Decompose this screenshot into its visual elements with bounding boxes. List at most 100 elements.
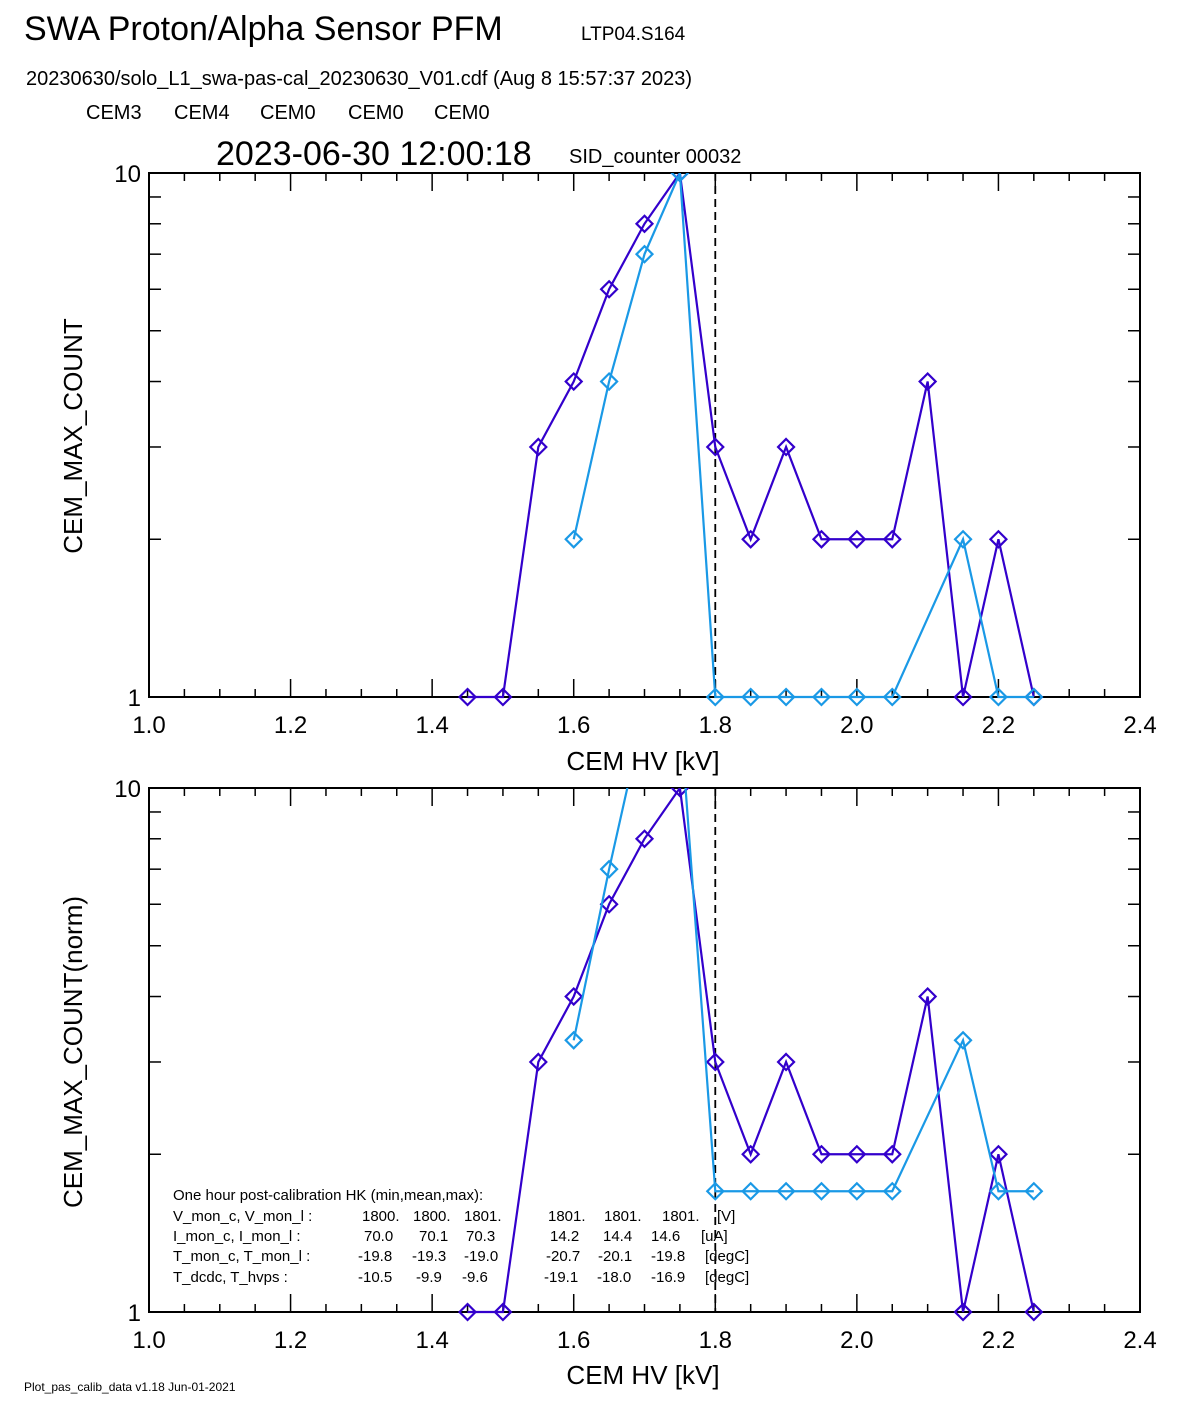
- data-point-cem4: [705, 1181, 725, 1201]
- hk-c-mean: -9.9: [416, 1269, 442, 1286]
- data-point-cem4: [564, 1030, 584, 1050]
- data-point-cem3: [988, 1144, 1008, 1164]
- data-point-cem4: [1024, 687, 1044, 707]
- data-point-cem4: [705, 687, 725, 707]
- hk-unit: [uA]: [701, 1228, 728, 1245]
- hk-c-max: 1801.: [464, 1208, 502, 1225]
- data-point-cem4: [599, 859, 619, 879]
- hk-l-max: -19.8: [651, 1248, 685, 1265]
- model-label: LTP04.S164: [581, 24, 686, 45]
- plot-panel-1: 1.0 1.2 1.4 1.6 1.8 2.0 2.2 2.4 1 10 CEM HV [kV]…: [58, 161, 1157, 776]
- data-point-cem3: [918, 371, 938, 392]
- x-tick-label: 1.6: [557, 712, 590, 739]
- plot-panel-2: 1.0 1.2 1.4 1.6 1.8 2.0 2.2 2.4 1 10 CEM HV [kV]…: [58, 703, 1157, 1390]
- data-point-cem4: [564, 529, 584, 549]
- y-tick-label: 1: [128, 685, 141, 712]
- hk-l-max: 1801.: [662, 1208, 700, 1225]
- hk-l-mean: 1801.: [604, 1208, 642, 1225]
- x-tick-label: 1.0: [132, 712, 165, 739]
- data-point-cem4: [953, 1030, 973, 1050]
- x-tick-label: 1.2: [274, 712, 307, 739]
- hk-row-3: T_dcdc, T_hvps : -10.5 -9.9 -9.6 -19.1 -…: [173, 1269, 749, 1286]
- legend-entry-cem3: CEM3: [86, 102, 142, 124]
- data-point-cem3: [564, 371, 584, 392]
- data-point-cem3: [634, 829, 655, 849]
- series-line-cem3: [467, 788, 1035, 1314]
- hk-c-min: -19.8: [358, 1248, 392, 1265]
- data-point-cem4: [670, 173, 690, 183]
- y-tick-label: 10: [114, 161, 141, 188]
- x-tick-label: 2.4: [1123, 1327, 1156, 1354]
- data-point-cem3: [918, 986, 938, 1007]
- hk-row-label: I_mon_c, I_mon_l :: [173, 1228, 301, 1245]
- data-point-cem4: [599, 371, 619, 392]
- hk-row-0: V_mon_c, V_mon_l : 1800. 1800. 1801. 180…: [173, 1208, 735, 1225]
- series-lines: [457, 173, 1044, 707]
- hk-l-mean: -18.0: [597, 1269, 631, 1286]
- data-point-cem3: [564, 986, 584, 1007]
- hk-l-mean: 14.4: [603, 1228, 632, 1245]
- footer-version: Plot_pas_calib_data v1.18 Jun-01-2021: [24, 1380, 236, 1394]
- x-tick-label: 1.8: [699, 1327, 732, 1354]
- series-cem4: [564, 703, 1044, 1201]
- x-axis-label: CEM HV [kV]: [566, 746, 719, 776]
- hk-c-max: -9.6: [462, 1269, 488, 1286]
- data-point-cem3: [634, 214, 655, 234]
- x-tick-label: 1.2: [274, 1327, 307, 1354]
- data-point-cem4: [634, 244, 655, 264]
- data-point-cem4: [637, 703, 653, 719]
- x-axis-label: CEM HV [kV]: [566, 1360, 719, 1390]
- data-point-cem4: [882, 687, 902, 707]
- page-title: SWA Proton/Alpha Sensor PFM: [24, 10, 503, 48]
- data-point-cem4: [811, 1181, 832, 1201]
- x-tick-label: 1.8: [699, 712, 732, 739]
- series-line-cem3: [467, 173, 1035, 699]
- x-tick-label: 2.4: [1123, 712, 1156, 739]
- data-point-cem3: [528, 1052, 548, 1072]
- data-point-cem4: [811, 687, 832, 707]
- data-point-cem3: [953, 1302, 973, 1322]
- hk-c-mean: 70.1: [419, 1228, 448, 1245]
- legend-entry-cem0-b: CEM0: [348, 102, 404, 124]
- data-point-cem3: [1024, 1302, 1044, 1322]
- x-tick-label: 1.4: [415, 1327, 448, 1354]
- series-cem3: [457, 173, 1044, 707]
- x-tick-label: 1.0: [132, 1327, 165, 1354]
- hk-l-max: -16.9: [651, 1269, 685, 1286]
- y-tick-labels: 1 10: [114, 161, 141, 712]
- hk-c-max: 70.3: [466, 1228, 495, 1245]
- data-point-cem3: [457, 687, 478, 707]
- legend: CEM3 CEM4 CEM0 CEM0 CEM0: [86, 102, 490, 124]
- legend-entry-cem0-a: CEM0: [260, 102, 316, 124]
- hk-l-min: -19.1: [544, 1269, 578, 1286]
- series-line-cem4: [572, 173, 1034, 699]
- hk-row-2: T_mon_c, T_mon_l : -19.8 -19.3 -19.0 -20…: [173, 1248, 749, 1265]
- data-point-cem3: [741, 529, 761, 549]
- hk-c-min: 1800.: [362, 1208, 400, 1225]
- data-point-cem3: [811, 529, 832, 549]
- data-point-cem4: [741, 687, 761, 707]
- x-tick-labels: 1.0 1.2 1.4 1.6 1.8 2.0 2.2 2.4: [132, 1327, 1156, 1354]
- data-point-cem3: [847, 529, 867, 549]
- x-tick-label: 2.2: [982, 1327, 1015, 1354]
- y-axis-label: CEM_MAX_COUNT: [58, 318, 88, 554]
- data-point-cem3: [528, 437, 548, 457]
- hk-l-max: 14.6: [651, 1228, 680, 1245]
- series-line-cem4: [572, 788, 1034, 1193]
- hk-c-min: -10.5: [358, 1269, 392, 1286]
- data-point-cem3: [882, 1144, 902, 1164]
- data-point-cem3: [882, 529, 902, 549]
- hk-l-min: -20.7: [546, 1248, 580, 1265]
- series-cem3: [457, 788, 1044, 1322]
- hk-heading: One hour post-calibration HK (min,mean,m…: [173, 1187, 483, 1204]
- y-tick-label: 1: [128, 1300, 141, 1327]
- hk-row-label: T_dcdc, T_hvps :: [173, 1269, 288, 1286]
- timestamp: 2023-06-30 12:00:18: [216, 135, 532, 173]
- data-point-cem4: [847, 1181, 867, 1201]
- data-point-cem3: [670, 788, 690, 798]
- series-lines: [457, 703, 1044, 1322]
- hk-l-min: 14.2: [550, 1228, 579, 1245]
- data-point-cem3: [457, 1302, 478, 1322]
- x-tick-labels: 1.0 1.2 1.4 1.6 1.8 2.0 2.2 2.4: [132, 712, 1156, 739]
- hk-unit: [V]: [717, 1208, 735, 1225]
